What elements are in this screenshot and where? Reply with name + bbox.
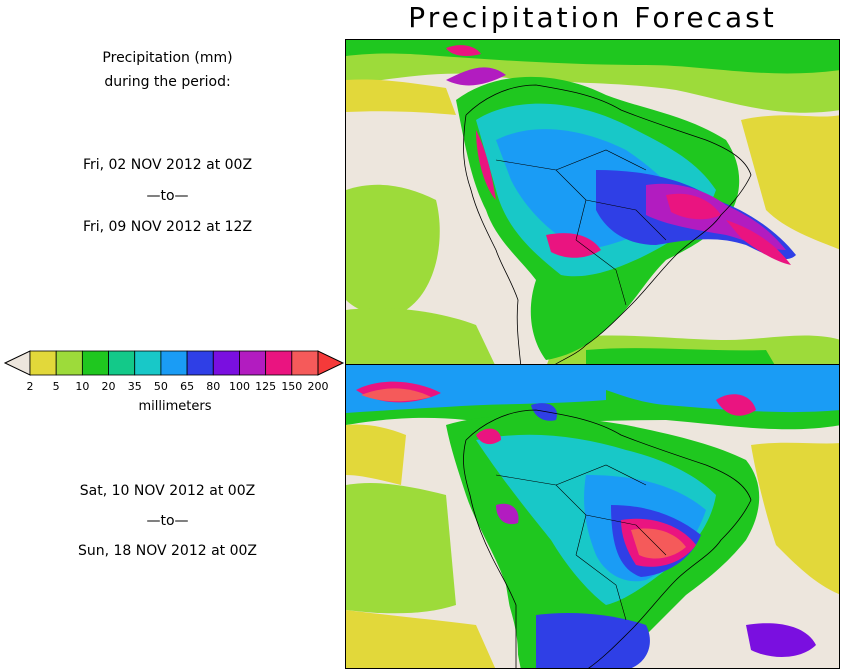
colorbar-tick-labels: 2 5 10 20 35 50 65 80 100 125 150 200 [0, 380, 345, 396]
colorbar-tick-label: 200 [307, 380, 329, 393]
map-panel-period2 [345, 364, 840, 669]
colorbar-tick-label: 100 [228, 380, 250, 393]
colorbar-box [265, 350, 293, 376]
period2-separator: —to— [146, 513, 189, 529]
period2-start: Sat, 10 NOV 2012 at 00Z [79, 483, 256, 499]
colorbar-box [108, 350, 136, 376]
map-panel-period1 [345, 39, 840, 366]
colorbar-box [239, 350, 267, 376]
colorbar-tick-label: 10 [75, 380, 90, 393]
colorbar-unit: millimeters [138, 399, 212, 414]
colorbar-tick-label: 65 [180, 380, 195, 393]
period1-end: Fri, 09 NOV 2012 at 12Z [82, 219, 253, 235]
colorbar-box [291, 350, 319, 376]
colorbar-tick-label: 20 [101, 380, 116, 393]
colorbar-tick-label: 5 [52, 380, 60, 393]
colorbar-box [160, 350, 188, 376]
period1-label: Fri, 02 NOV 2012 at 00Z —to— Fri, 09 NOV… [0, 150, 335, 243]
colorbar-high-arrow [317, 350, 345, 376]
period2-label: Sat, 10 NOV 2012 at 00Z —to— Sun, 18 NOV… [0, 476, 335, 566]
colorbar-box [81, 350, 109, 376]
colorbar-tick-label: 125 [255, 380, 277, 393]
colorbar-tick-label: 2 [26, 380, 34, 393]
precipitation-map-period1 [346, 40, 839, 365]
precipitation-map-period2 [346, 365, 839, 668]
period1-separator: —to— [146, 188, 189, 204]
colorbar-box [55, 350, 83, 376]
colorbar-low-arrow [3, 350, 31, 376]
legend-heading: Precipitation (mm) during the period: [0, 46, 335, 94]
colorbar-box [186, 350, 214, 376]
colorbar-tick-label: 50 [153, 380, 168, 393]
page-title: Precipitation Forecast [408, 1, 777, 34]
colorbar-tick-label: 80 [206, 380, 221, 393]
colorbar [3, 350, 345, 376]
colorbar-box [212, 350, 240, 376]
legend-heading-line2: during the period: [104, 74, 231, 90]
colorbar-tick-label: 35 [127, 380, 142, 393]
colorbar-tick-label: 150 [281, 380, 303, 393]
colorbar-box [29, 350, 57, 376]
legend-heading-line1: Precipitation (mm) [102, 50, 233, 66]
colorbar-box [134, 350, 162, 376]
period1-start: Fri, 02 NOV 2012 at 00Z [82, 157, 253, 173]
period2-end: Sun, 18 NOV 2012 at 00Z [77, 543, 258, 559]
